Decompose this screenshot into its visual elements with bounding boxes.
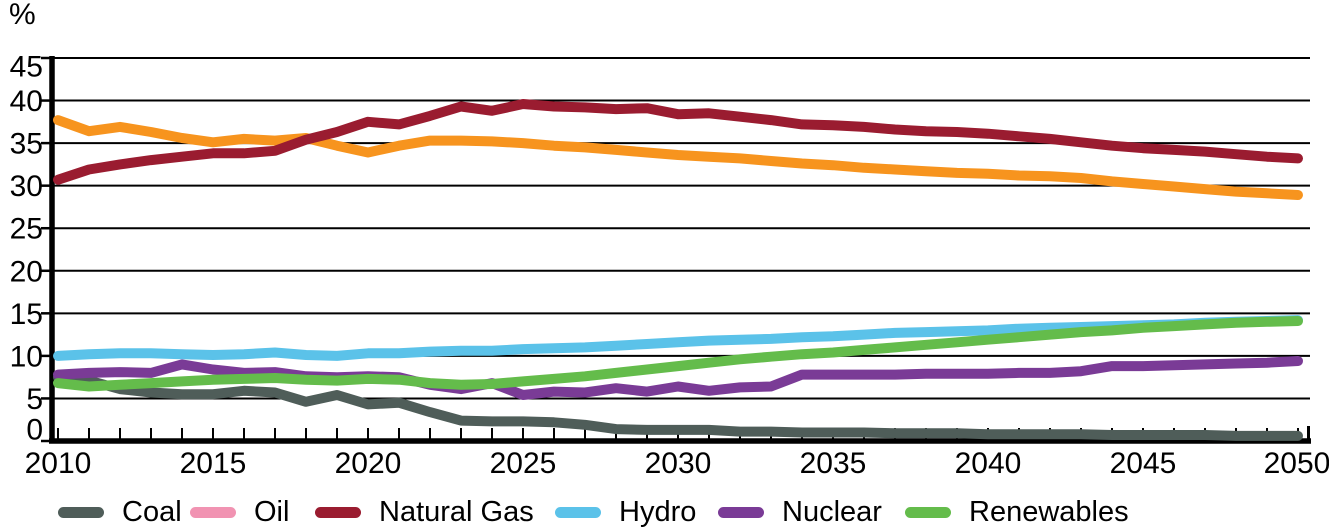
y-tick-label: 40	[10, 85, 43, 118]
x-tick-label: 2020	[335, 447, 402, 480]
x-tick-label: 2035	[800, 447, 867, 480]
series-line-nuclear	[53, 356, 1303, 400]
legend-swatch-renewables	[905, 506, 951, 518]
legend-item-oil: Oil	[190, 494, 289, 530]
legend-swatch-coal	[58, 506, 104, 518]
legend-swatch-oil	[190, 506, 236, 518]
x-tick-label: 2040	[955, 447, 1022, 480]
y-tick-label: 5	[26, 383, 43, 416]
x-tick-label: 2025	[490, 447, 557, 480]
series-line-oil	[53, 115, 1303, 200]
series-line-renewables	[53, 316, 1303, 392]
legend-item-renewables: Renewables	[905, 494, 1129, 530]
legend-label: Coal	[122, 495, 182, 528]
legend-label: Oil	[254, 495, 290, 528]
legend-swatch-natural-gas	[315, 506, 361, 518]
legend-item-hydro: Hydro	[555, 494, 696, 530]
x-tick-label: 2015	[180, 447, 247, 480]
legend-label: Natural Gas	[379, 495, 534, 528]
y-tick-label: 25	[10, 213, 43, 246]
legend-swatch-hydro	[555, 506, 601, 518]
y-tick-label: 30	[10, 170, 43, 203]
y-tick-label: 15	[10, 298, 43, 331]
x-tick-label: 2050	[1264, 447, 1329, 480]
y-tick-label: 45	[10, 51, 43, 84]
series-line-coal	[53, 372, 1303, 441]
y-tick-label: 35	[10, 128, 43, 161]
y-axis-unit-label: %	[9, 0, 36, 31]
x-tick-label: 2010	[25, 447, 92, 480]
chart-legend: Coal Oil Natural Gas Hydro Nuclear Renewables	[0, 494, 1329, 530]
legend-swatch-nuclear	[718, 506, 764, 518]
legend-item-natural-gas: Natural Gas	[315, 494, 534, 530]
x-tick-label: 2045	[1110, 447, 1177, 480]
legend-item-nuclear: Nuclear	[718, 494, 882, 530]
legend-label: Nuclear	[782, 495, 882, 528]
x-tick-label: 2030	[645, 447, 712, 480]
series-line-natural-gas	[53, 99, 1303, 185]
y-tick-label: 20	[10, 255, 43, 288]
legend-label: Renewables	[969, 495, 1129, 528]
y-tick-label: 0	[26, 414, 43, 447]
y-tick-label: 10	[10, 340, 43, 373]
legend-item-coal: Coal	[58, 494, 182, 530]
legend-label: Hydro	[619, 495, 697, 528]
